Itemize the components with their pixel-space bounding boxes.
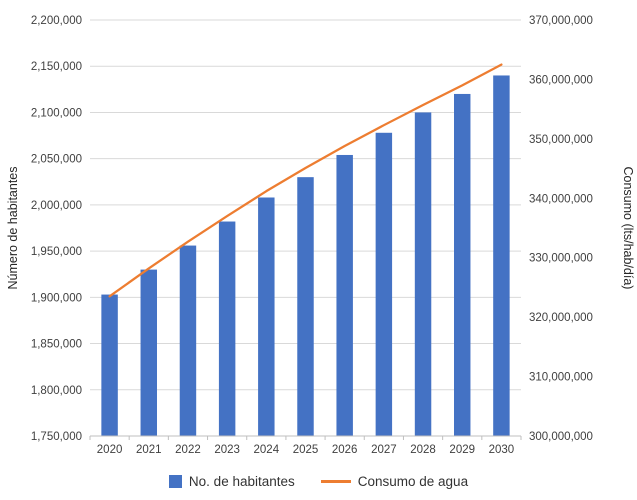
bar-2022 (179, 245, 197, 436)
x-axis-tick-label: 2028 (410, 444, 436, 456)
right-axis-tick-label: 300,000,000 (529, 431, 593, 443)
left-axis-tick-label: 2,100,000 (31, 107, 82, 119)
bar-2028 (414, 112, 432, 436)
x-axis-tick-label: 2026 (332, 444, 358, 456)
bar-2023 (218, 221, 236, 436)
left-axis-tick-label: 1,800,000 (31, 385, 82, 397)
bar-2029 (453, 93, 471, 436)
left-axis-title: Número de habitantes (6, 167, 20, 290)
left-axis-tick-label: 2,150,000 (31, 61, 82, 73)
left-axis-tick-label: 2,000,000 (31, 200, 82, 212)
legend-item-consumo: Consumo de agua (320, 473, 469, 489)
legend-item-habitantes: No. de habitantes (168, 473, 295, 489)
x-axis-tick-label: 2027 (371, 444, 397, 456)
chart-canvas: 1,750,000 1,800,000 1,850,000 1,900,000 1,95… (6, 15, 635, 456)
legend-label-consumo: Consumo de agua (357, 473, 469, 489)
left-axis-tick-label: 1,750,000 (31, 431, 82, 443)
bar-2024 (258, 197, 275, 436)
right-axis-title: Consumo (lts/hab/día) (621, 167, 635, 290)
x-axis-tick-label: 2022 (175, 444, 201, 456)
bar-2025 (297, 177, 314, 436)
left-axis-tick-label: 1,950,000 (31, 246, 82, 258)
bar-2030 (493, 75, 510, 436)
left-axis-tick-label: 2,050,000 (31, 154, 82, 166)
right-axis-tick-label: 360,000,000 (529, 74, 593, 86)
right-axis-tick-label: 320,000,000 (529, 312, 593, 324)
left-axis-tick-label: 1,850,000 (31, 339, 82, 351)
bar-2021 (140, 269, 158, 436)
right-axis-tick-label: 330,000,000 (529, 253, 593, 265)
left-axis-tick-label: 1,900,000 (31, 292, 82, 304)
left-axis-tick-label: 2,200,000 (31, 15, 82, 27)
consumption-line (108, 63, 503, 298)
right-axis-tick-label: 350,000,000 (529, 134, 593, 146)
legend-label-habitantes: No. de habitantes (188, 473, 295, 489)
chart-legend: No. de habitantes Consumo de agua (0, 462, 637, 500)
right-axis-tick-label: 370,000,000 (529, 15, 593, 27)
x-axis-tick-label: 2030 (489, 444, 515, 456)
x-axis-tick-label: 2021 (136, 444, 162, 456)
bar-2026 (336, 154, 353, 437)
x-axis-tick-label: 2029 (449, 444, 475, 456)
right-axis-tick-label: 310,000,000 (529, 372, 593, 384)
x-axis-tick-label: 2020 (97, 444, 123, 456)
right-axis-tick-label: 340,000,000 (529, 193, 593, 205)
x-axis-tick-label: 2023 (214, 444, 240, 456)
bar-series-swatch (168, 474, 182, 488)
bar-2020 (101, 294, 118, 436)
x-axis-tick-label: 2025 (293, 444, 319, 456)
bar-2027 (375, 132, 393, 436)
line-series-swatch (320, 479, 351, 483)
x-axis-tick-label: 2024 (254, 444, 280, 456)
